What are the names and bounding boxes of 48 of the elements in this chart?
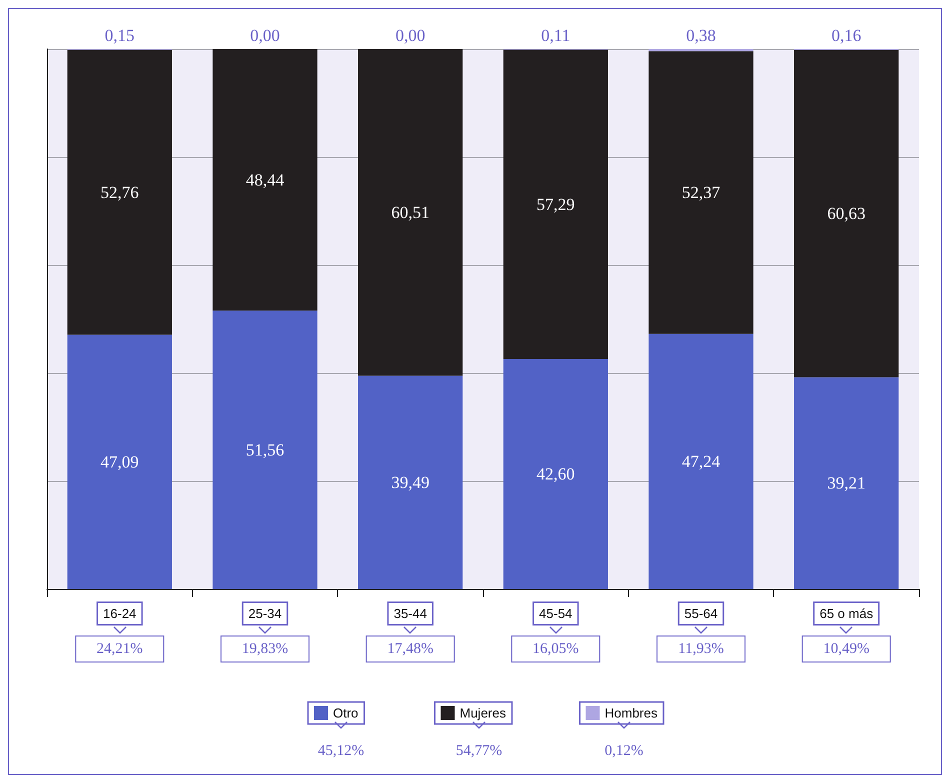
bar bbox=[503, 358, 608, 589]
data-label: 51,56 bbox=[246, 440, 284, 460]
text: 0,12% bbox=[604, 743, 644, 759]
data-label: 0,00 bbox=[395, 26, 426, 45]
text: 17,48% bbox=[387, 641, 434, 657]
bar bbox=[212, 310, 318, 589]
bar bbox=[67, 334, 172, 589]
bar bbox=[794, 50, 899, 378]
data-label: 39,49 bbox=[391, 472, 430, 492]
text: 24,21% bbox=[96, 641, 143, 657]
data-label: 60,51 bbox=[391, 202, 430, 222]
data-label: 0,00 bbox=[250, 26, 280, 45]
x-tick-label: 65 o más bbox=[820, 606, 874, 621]
legend-label: Hombres bbox=[604, 706, 658, 720]
bar bbox=[67, 50, 172, 335]
x-tick-label: 16-24 bbox=[103, 606, 136, 621]
bar bbox=[358, 49, 463, 376]
data-label: 0,16 bbox=[831, 26, 862, 45]
data-label: 0,38 bbox=[686, 26, 716, 46]
legend-label: Otro bbox=[333, 706, 358, 720]
data-label: 47,09 bbox=[100, 452, 139, 472]
bar bbox=[648, 334, 754, 589]
data-label: 52,76 bbox=[100, 182, 139, 202]
data-label: 0,15 bbox=[104, 26, 135, 45]
text: 19,83% bbox=[242, 641, 288, 657]
bar bbox=[212, 49, 318, 311]
x-tick-label: 25-34 bbox=[248, 606, 282, 621]
data-label: 39,21 bbox=[827, 474, 866, 493]
data-label: 60,63 bbox=[827, 204, 866, 224]
data-label: 0,11 bbox=[541, 26, 570, 45]
data-label: 42,60 bbox=[536, 464, 575, 484]
data-label: 57,29 bbox=[536, 194, 575, 214]
data-label: 52,37 bbox=[682, 183, 721, 202]
text: 54,77% bbox=[456, 743, 502, 759]
bar bbox=[648, 51, 754, 334]
data-label: 47,24 bbox=[682, 452, 721, 471]
bar bbox=[358, 376, 463, 589]
text: 10,49% bbox=[823, 641, 870, 657]
bar bbox=[503, 50, 608, 359]
x-tick-label: 55-64 bbox=[684, 606, 718, 621]
text: 45,12% bbox=[318, 743, 364, 759]
legend-label: Mujeres bbox=[460, 706, 506, 720]
text: 16,05% bbox=[532, 641, 579, 657]
x-tick-label: 45-54 bbox=[539, 606, 572, 621]
x-tick-label: 35-44 bbox=[394, 606, 427, 621]
text: 11,93% bbox=[678, 641, 724, 657]
data-label: 48,44 bbox=[246, 170, 285, 190]
bar bbox=[794, 377, 899, 589]
